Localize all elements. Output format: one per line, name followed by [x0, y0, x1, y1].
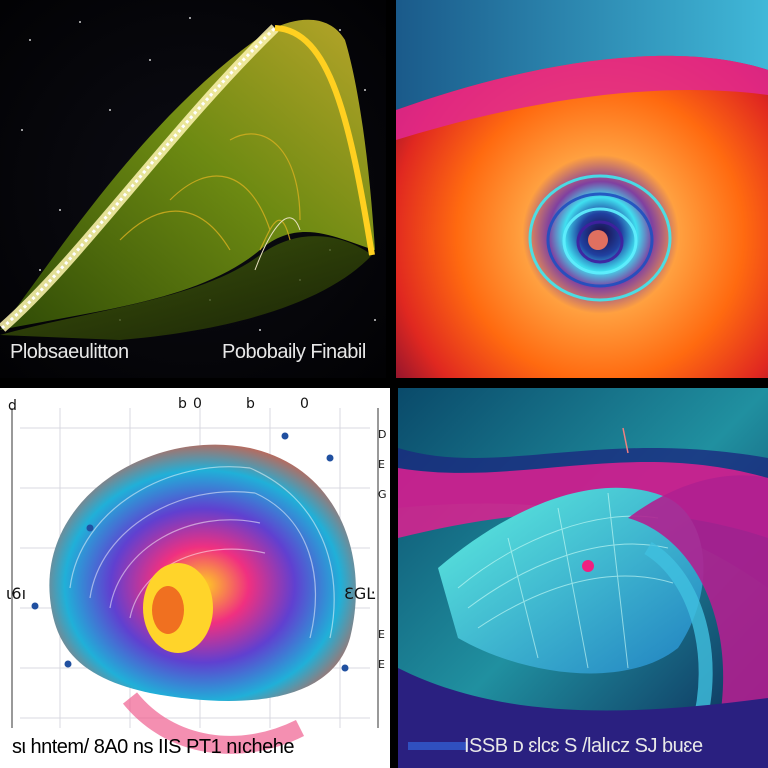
panel-bottom-left: ι6ı ƐGĿ d b 0 b 0 D E G E E sι hntem/ 8A… [0, 388, 390, 768]
panel-top-right [396, 0, 768, 378]
axis-label-right: ƐGĿ [344, 584, 376, 603]
top-tick: 0 [300, 396, 309, 412]
right-tick: E [378, 658, 385, 671]
right-tick: E [378, 458, 385, 471]
right-tick: G [378, 488, 387, 501]
caption-left: Plobsaeulitton [10, 341, 129, 363]
top-tick: b [246, 396, 255, 412]
top-tick: d [8, 398, 17, 414]
caption: sι hntem/ 8A0 ns IIS PT1 nıchehe [12, 736, 294, 758]
caption: ISSB ᴅ ɛlcɛ S /lalıcz SJ buɛe [464, 735, 703, 757]
panel-bottom-right: ISSB ᴅ ɛlcɛ S /lalıcz SJ buɛe [398, 388, 768, 768]
right-tick: E [378, 628, 385, 641]
divider-vertical-bottom [390, 388, 398, 768]
caption-right: Pobobaily Finabil [222, 341, 366, 363]
panel-top-left: Plobsaeulitton Pobobaily Finabil [0, 0, 386, 378]
vortex-illustration [396, 0, 768, 378]
leaf-wing-illustration [0, 0, 386, 378]
axis-label-left: ι6ı [6, 584, 27, 603]
divider-horizontal [0, 378, 768, 388]
divider-vertical-top [386, 0, 396, 378]
top-tick: b [178, 396, 187, 412]
shell-illustration [0, 388, 390, 768]
right-tick: D [378, 428, 387, 441]
top-tick: 0 [193, 396, 202, 412]
wave-illustration [398, 388, 768, 768]
